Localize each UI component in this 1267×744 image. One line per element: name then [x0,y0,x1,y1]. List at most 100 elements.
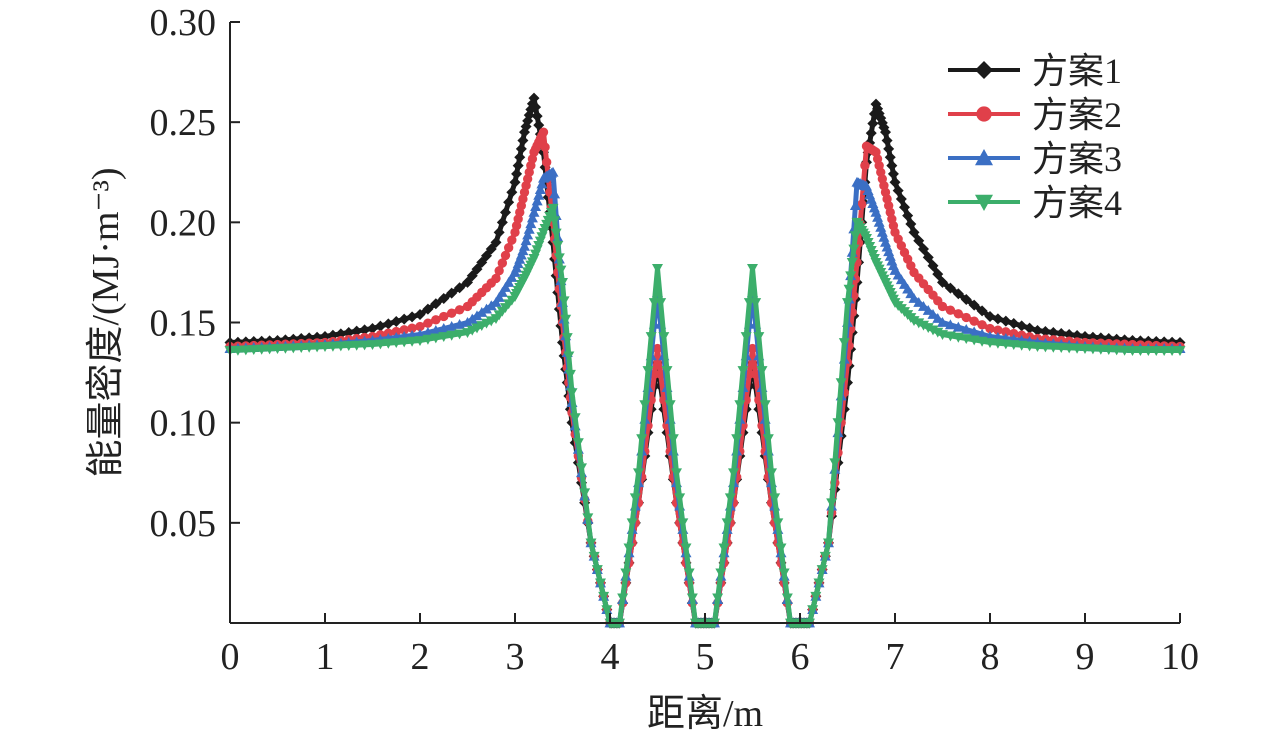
legend-label: 方案2 [1032,95,1122,135]
data-point [525,218,537,229]
data-point [683,568,695,579]
data-point [952,288,964,300]
data-point [582,513,594,524]
data-point [671,468,682,479]
data-point [536,178,548,189]
data-point [756,366,768,377]
data-point [367,323,378,335]
data-point [968,299,980,311]
data-point [908,292,920,303]
data-point [633,468,644,479]
data-point [485,243,497,255]
data-point [878,122,890,134]
data-point [1016,320,1028,332]
data-point [945,305,956,315]
data-point [398,313,410,325]
data-point [960,293,972,305]
data-point [952,332,964,343]
data-point [406,311,418,323]
data-point [645,332,657,343]
data-point [829,458,841,469]
data-point [462,276,473,288]
data-point [922,251,934,263]
data-point [1087,344,1099,355]
data-point [547,203,559,214]
data-point [374,320,386,332]
data-point [579,488,591,499]
data-point [430,333,442,344]
data-point [1039,342,1051,353]
data-point [762,434,774,445]
data-point [422,334,434,345]
data-point [1047,327,1059,339]
data-point [775,543,787,554]
x-tick-label: 6 [791,636,810,678]
data-point [905,218,917,230]
data-point [932,312,944,323]
data-point [566,388,578,399]
data-point [993,325,1003,335]
data-point [686,593,698,604]
data-point [506,271,518,282]
x-tick-label: 8 [981,636,1000,678]
data-point [423,318,433,328]
series-3 [224,166,1186,628]
data-point [500,250,511,261]
axes-layer: 0 1 2 3 4 5 6 7 8 9 10 0.05 0.10 0.15 0.20 0.25 0.30 [150,2,1200,678]
data-point [913,296,925,307]
data-point [517,135,529,147]
y-tick-label: 0.30 [150,2,217,44]
data-point [753,332,765,343]
data-point [515,143,527,155]
data-point [1032,342,1043,353]
data-point [533,189,545,200]
data-point [1174,346,1186,357]
y-tick-label: 0.20 [150,202,217,244]
data-point [865,127,877,139]
data-point [960,324,972,334]
data-point [626,518,638,529]
data-point [264,344,276,355]
data-point [944,331,956,342]
data-point [731,434,743,445]
data-point [466,313,478,324]
data-point [1024,322,1036,334]
y-axis-title: 能量密度/(MJ·m⁻³) [85,167,127,477]
data-point [446,287,458,299]
data-point [335,328,347,340]
legend-item-4: 方案4 [948,183,1122,223]
data-point [503,276,515,287]
data-point [715,568,727,579]
data-point [1000,339,1012,350]
data-point [1000,315,1012,327]
data-point [819,551,831,562]
data-point [522,229,534,240]
data-point [816,565,828,576]
data-point [766,468,777,479]
data-point [446,330,458,341]
data-point [620,568,632,579]
data-point [520,235,532,246]
data-point [857,199,867,209]
x-tick-label: 4 [601,636,620,678]
data-point [1063,329,1075,341]
data-point [810,591,822,602]
data-point [1032,325,1043,337]
data-point [927,308,939,319]
data-point [1079,344,1091,355]
data-point [541,157,552,167]
series-4 [224,203,1186,629]
data-point [1047,342,1059,353]
data-point [1095,344,1107,355]
data-point [506,186,518,198]
legend-item-3: 方案3 [948,139,1122,179]
data-point [1127,346,1138,357]
data-point [576,463,587,474]
data-point [555,265,567,276]
data-point [585,538,597,549]
data-point [960,334,972,345]
data-point [550,228,562,239]
data-point [490,236,502,248]
